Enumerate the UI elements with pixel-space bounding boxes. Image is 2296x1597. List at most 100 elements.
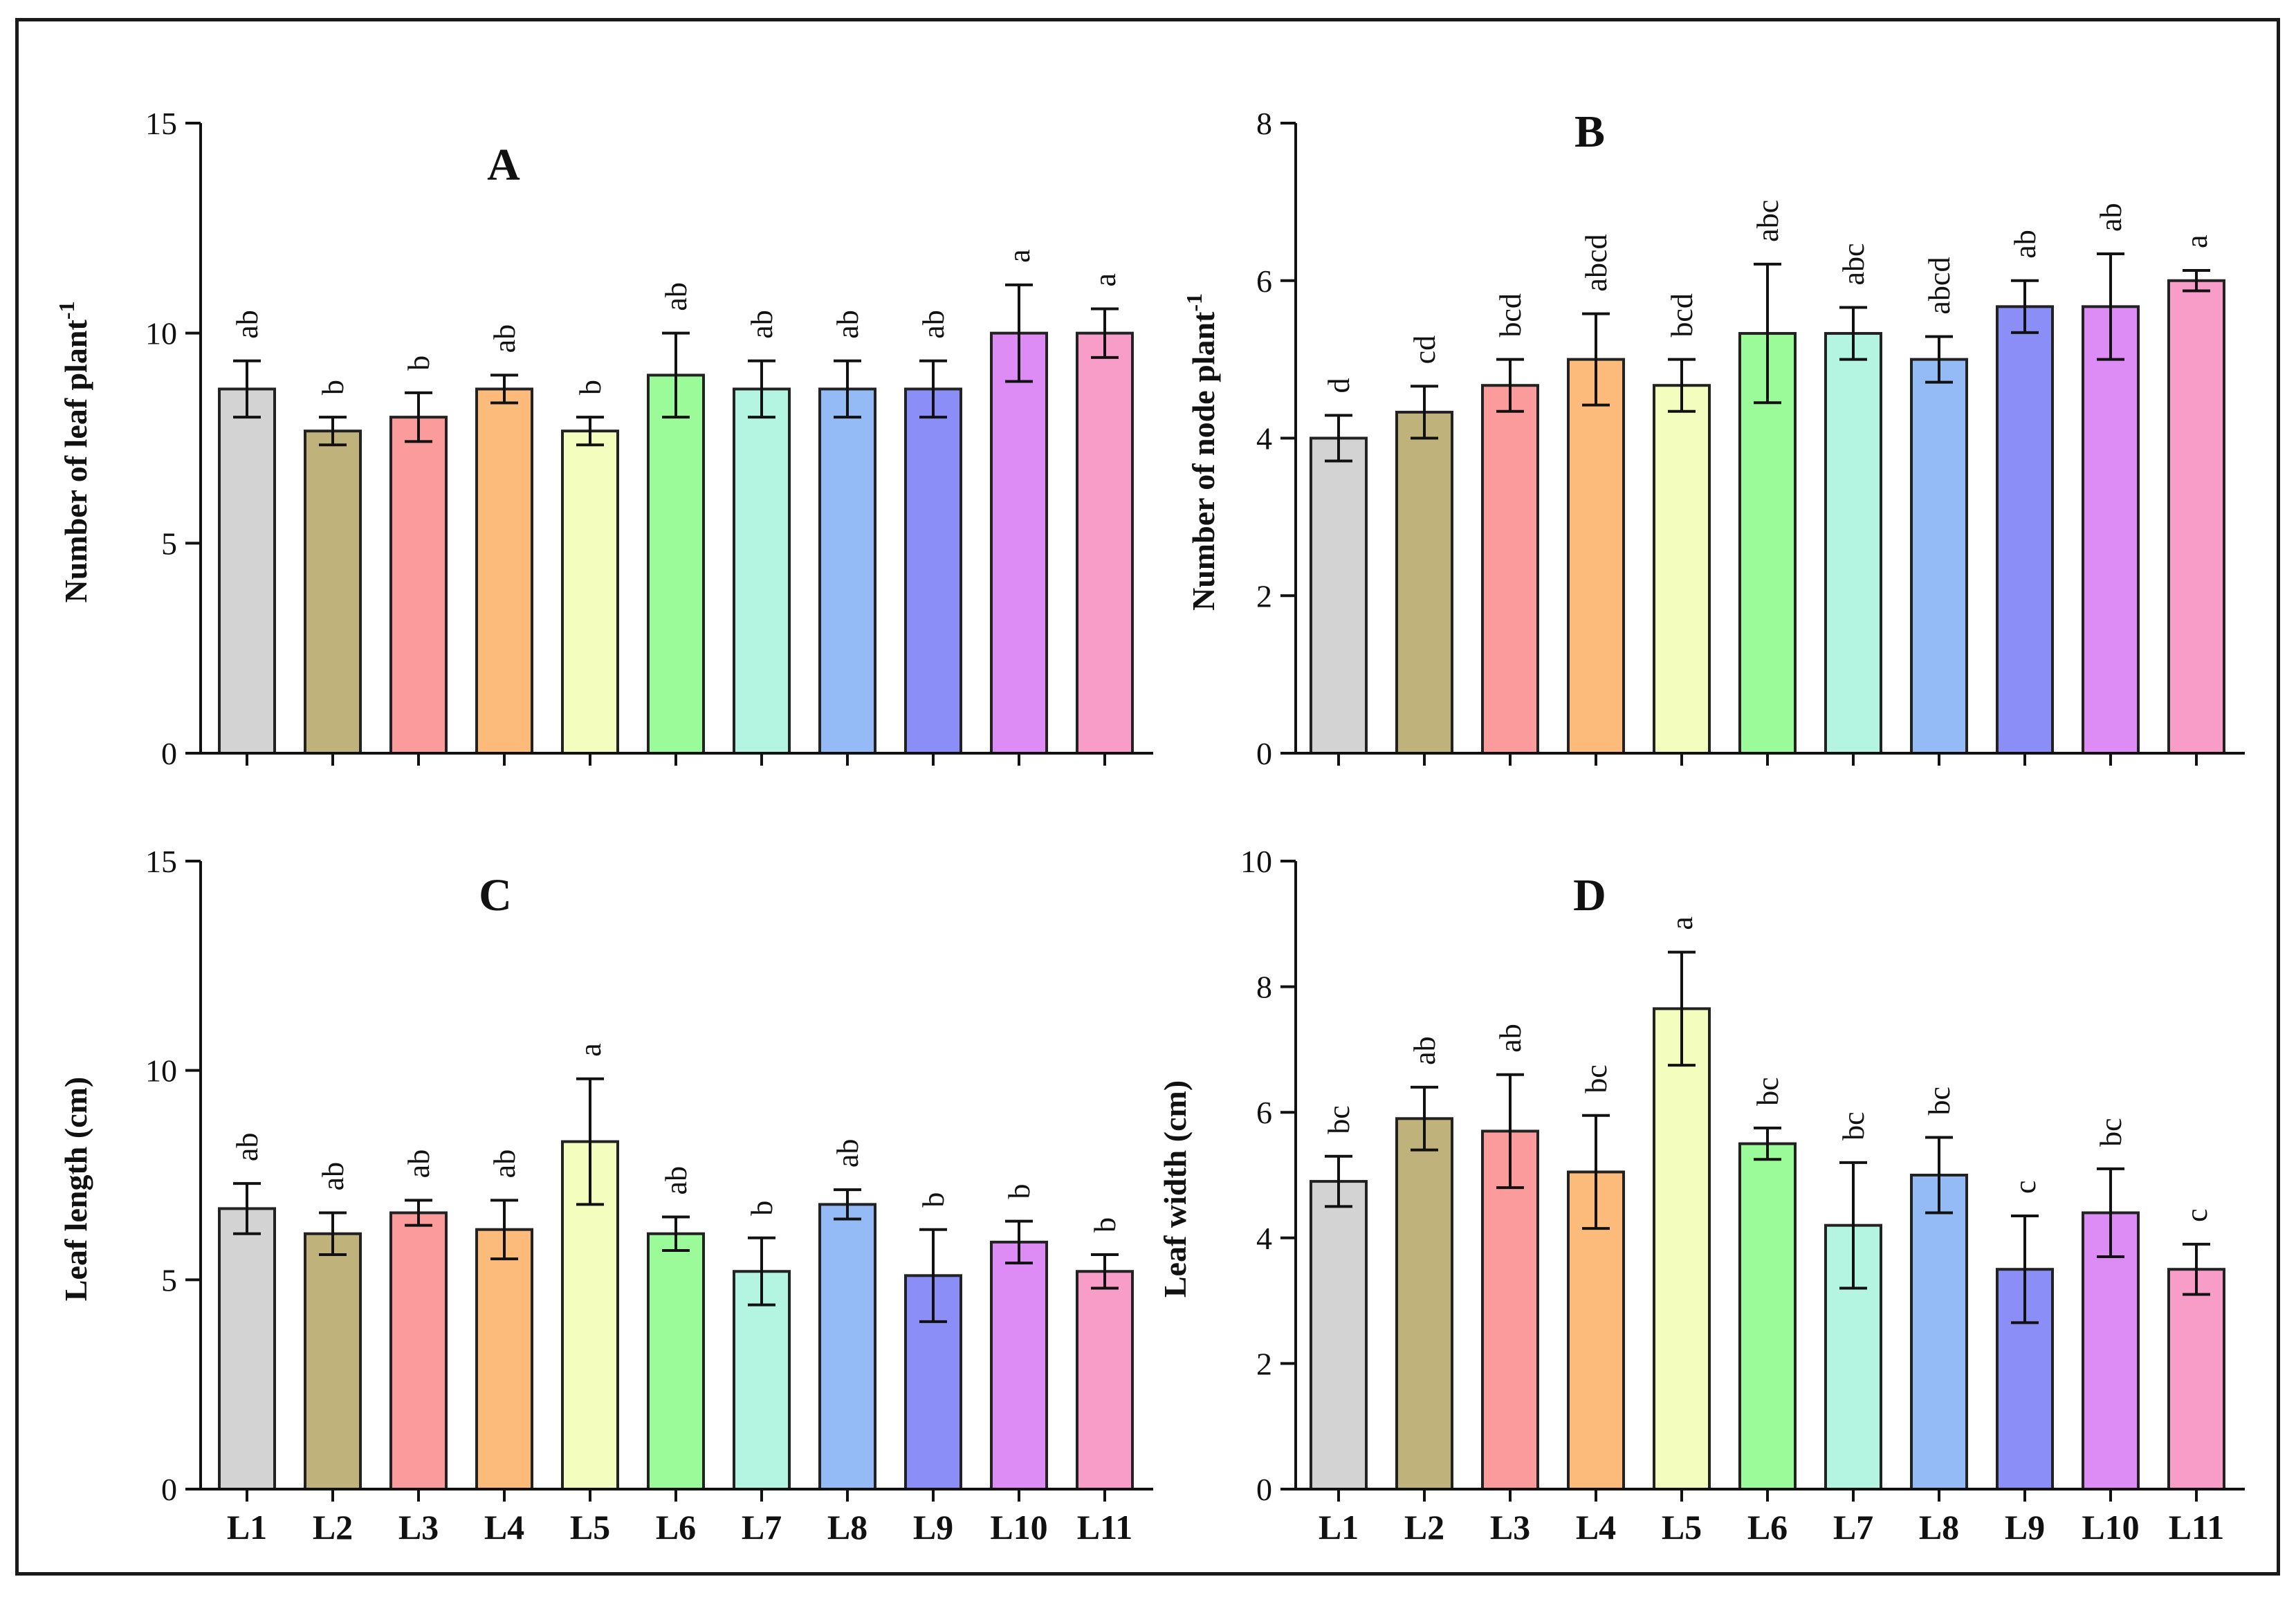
bar-l4 <box>1567 358 1625 755</box>
error-bar-l5 <box>1668 358 1696 413</box>
bar-l10 <box>990 1240 1048 1491</box>
panel-title: C <box>479 870 512 921</box>
bar-l6 <box>647 1232 705 1491</box>
bar-l11 <box>1076 331 1134 755</box>
error-bar-l9 <box>919 1228 947 1323</box>
x-tick-label: L11 <box>2169 1508 2225 1547</box>
significance-letter: ab <box>316 1162 350 1191</box>
error-bar-l1 <box>1325 414 1352 463</box>
x-tick-label: L11 <box>1077 1508 1133 1547</box>
error-bar-l8 <box>1925 1136 1953 1215</box>
significance-letter: c <box>2008 1180 2042 1194</box>
error-bar-l2 <box>319 1211 347 1257</box>
bar-l8 <box>818 387 876 755</box>
bar-l11 <box>2167 279 2225 755</box>
chart-panel-a: ab b b ab b ab ab ab ab a a 0 5 10 15 A Number of leaf p… <box>54 106 1153 771</box>
error-bar-l2 <box>1411 385 1438 440</box>
error-bar-l6 <box>1754 262 1781 405</box>
bar-l4 <box>475 1228 533 1491</box>
error-bar-l1 <box>1325 1154 1352 1208</box>
bar-l5 <box>1653 384 1711 755</box>
y-tick-label: 8 <box>1256 106 1272 141</box>
significance-letter: b <box>917 1192 950 1208</box>
y-tick-label: 4 <box>1256 1221 1272 1256</box>
x-tick-label: L7 <box>742 1508 782 1547</box>
significance-letter: a <box>573 1043 607 1057</box>
x-tick-label: L5 <box>1662 1508 1702 1547</box>
error-bar-l4 <box>490 1199 518 1261</box>
x-tick-label: L4 <box>1576 1508 1616 1547</box>
error-bar-l9 <box>2011 1215 2039 1324</box>
y-axis-label: Leaf width (cm) <box>1157 1080 1193 1298</box>
panel-title: D <box>1573 870 1606 921</box>
x-tick-label: L1 <box>1319 1508 1359 1547</box>
significance-letter: ab <box>659 1166 693 1195</box>
significance-letter: bcd <box>1665 293 1699 338</box>
bar-l1 <box>1310 436 1368 755</box>
error-bar-l1 <box>233 1182 261 1235</box>
chart-panel-b: d cd bcd abcd bcd abc abc abcd ab ab a 0 2 4 6 8 B Number… <box>1182 106 2245 771</box>
significance-letter: b <box>402 356 436 371</box>
error-bar-l10 <box>1005 1219 1033 1265</box>
bar-l10 <box>990 331 1048 755</box>
y-tick-label: 2 <box>1256 578 1272 613</box>
error-bar-l5 <box>576 1077 604 1206</box>
significance-letter: b <box>745 1201 779 1216</box>
bar-l1 <box>1310 1180 1368 1490</box>
y-axis-label-superscript: -1 <box>1182 293 1206 312</box>
bar-l1 <box>218 387 276 755</box>
significance-letter: ab <box>917 310 950 339</box>
significance-letter: ab <box>1408 1036 1442 1065</box>
bar-l11 <box>1076 1270 1134 1491</box>
bar-l9 <box>904 387 962 755</box>
x-tick-label: L6 <box>656 1508 696 1547</box>
y-tick-label: 0 <box>1256 1472 1272 1507</box>
bar-l6 <box>647 373 705 755</box>
significance-letter: ab <box>488 1150 522 1179</box>
significance-letter: abcd <box>1922 257 1956 315</box>
bar-l11 <box>2167 1268 2225 1490</box>
x-tick-label: L8 <box>1919 1508 1959 1547</box>
error-bar-l4 <box>1582 1114 1610 1230</box>
chart-panel-c: ab ab ab ab a ab b ab b b b 0 5 10 15 L1 L2 L3 L4 L5 L6 L7 L8 L… <box>58 844 1153 1547</box>
x-tick-label: L9 <box>2005 1508 2045 1547</box>
y-axis-label: Number of node plant-1 <box>1182 293 1221 611</box>
y-tick-label: 0 <box>1256 736 1272 771</box>
error-bar-l3 <box>1496 358 1524 413</box>
y-axis-label-superscript: -1 <box>54 302 79 320</box>
y-tick-label: 15 <box>145 106 177 141</box>
significance-letter: bc <box>1922 1087 1956 1116</box>
y-tick-label: 5 <box>161 1262 177 1298</box>
y-axis-label: Number of leaf plant-1 <box>54 302 93 603</box>
error-bar-l10 <box>1005 283 1033 383</box>
error-bar-l8 <box>834 1188 861 1221</box>
error-bar-l10 <box>2097 1167 2124 1259</box>
x-tick-label: L8 <box>827 1508 867 1547</box>
y-axis-label-text: Leaf length (cm) <box>58 1077 93 1301</box>
y-tick-label: 15 <box>145 844 177 879</box>
significance-letter: d <box>1322 378 1356 393</box>
bar-l4 <box>475 387 533 755</box>
significance-letter: a <box>2180 234 2214 248</box>
x-tick-label: L5 <box>570 1508 610 1547</box>
x-tick-label: L3 <box>398 1508 439 1547</box>
significance-letter: bc <box>1322 1105 1356 1134</box>
significance-letter: ab <box>659 282 693 311</box>
error-bar-l10 <box>2097 252 2124 361</box>
y-tick-label: 0 <box>161 1472 177 1507</box>
bar-l2 <box>1395 410 1453 755</box>
y-tick-label: 2 <box>1256 1346 1272 1381</box>
significance-letter: a <box>1088 273 1122 287</box>
x-tick-label: L4 <box>484 1508 524 1547</box>
y-tick-label: 6 <box>1256 1095 1272 1130</box>
error-bar-l3 <box>1496 1073 1524 1190</box>
bar-l2 <box>1395 1117 1453 1490</box>
error-bar-l7 <box>748 359 775 419</box>
bar-l2 <box>304 1232 362 1491</box>
y-axis-label: Leaf length (cm) <box>58 1077 93 1301</box>
bar-l3 <box>389 1211 448 1490</box>
y-tick-label: 4 <box>1256 421 1272 456</box>
panel-title: A <box>487 140 520 190</box>
significance-letter: ab <box>2008 230 2042 259</box>
